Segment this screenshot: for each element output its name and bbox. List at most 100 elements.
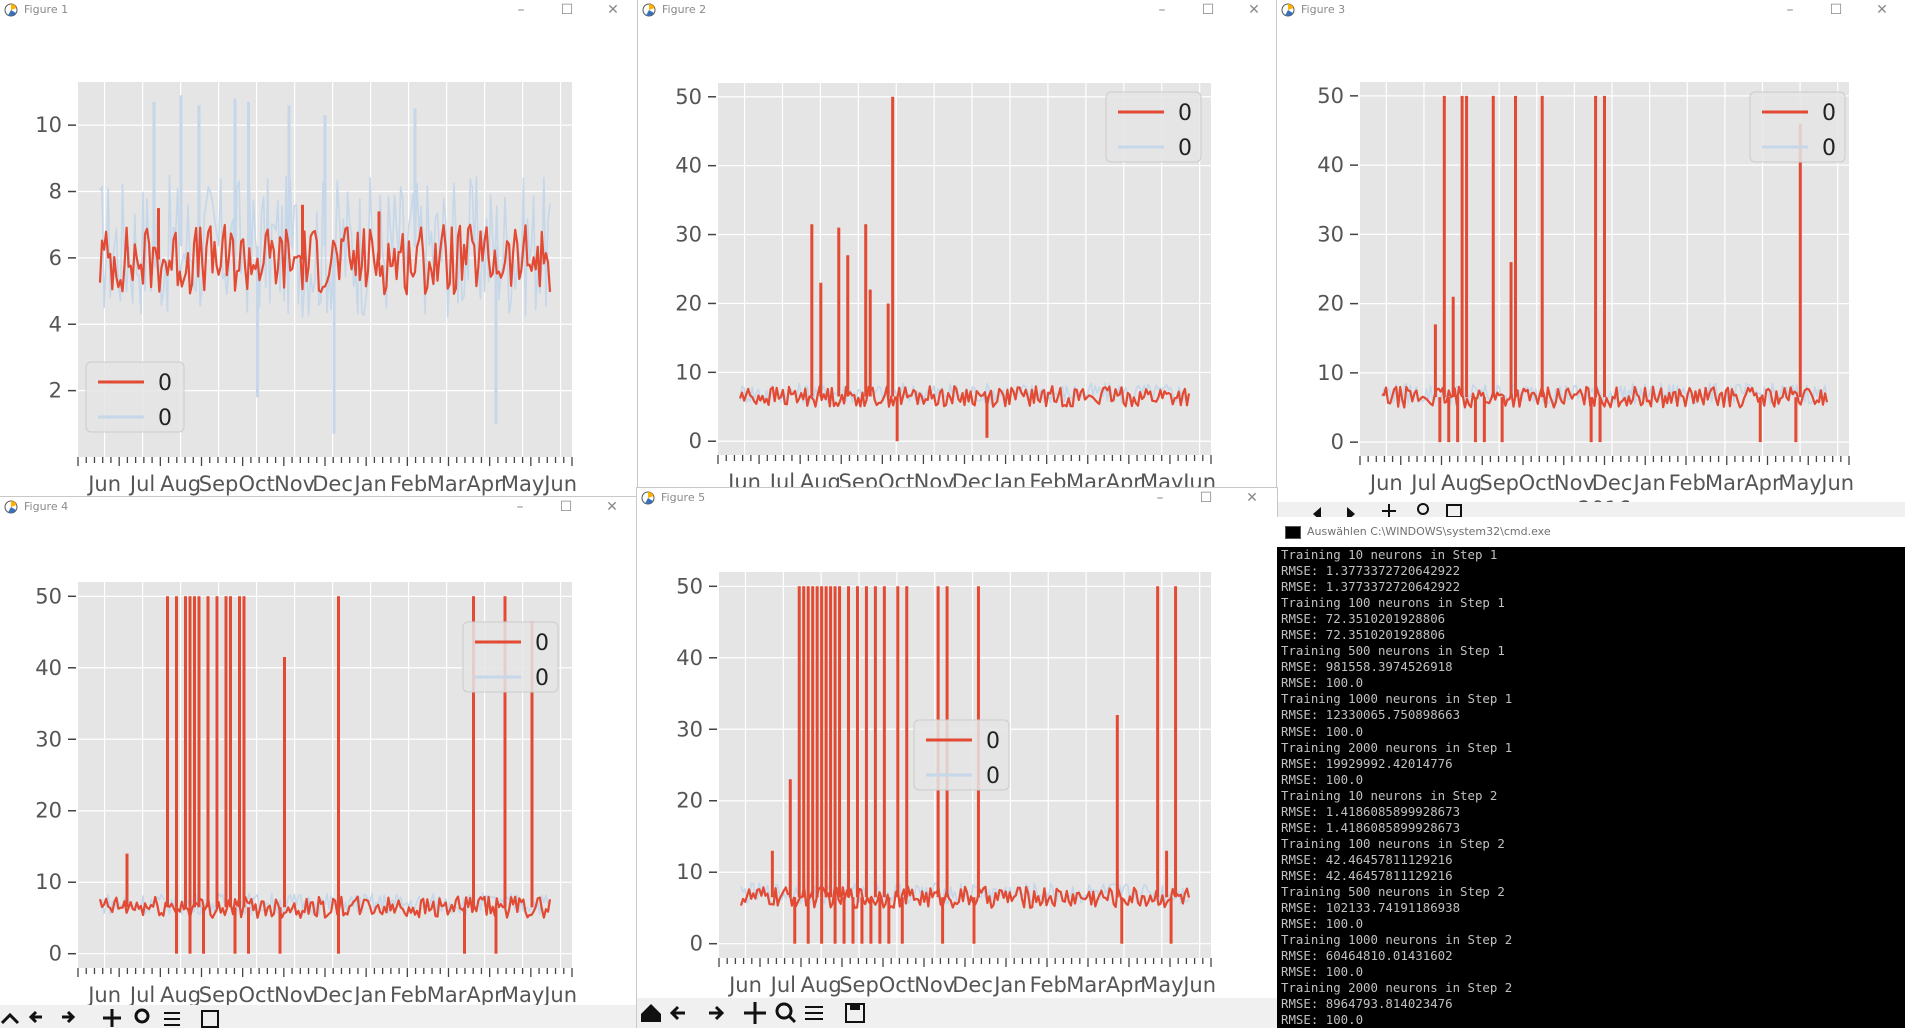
legend-box: [913, 719, 1010, 791]
y-tick-label: 2: [49, 379, 62, 403]
x-tick-label: Sep: [199, 472, 239, 496]
minimize-button[interactable]: –: [1158, 2, 1166, 18]
figure-3-toolbar: [1277, 502, 1905, 517]
cmd-line: Training 2000 neurons in Step 1: [1281, 739, 1513, 755]
figure-window-4: Figure 4 – ☐ ✕ 0 10 20 30 40 50 Jun Jul Aug Sep Oc…: [0, 497, 637, 1028]
close-button[interactable]: ✕: [1246, 490, 1258, 506]
x-tick-label: Jun: [1819, 471, 1854, 495]
title-bar[interactable]: Figure 2 – ☐ ✕: [638, 0, 1277, 22]
x-tick-label: Feb: [390, 472, 427, 496]
toolbar-icons[interactable]: [0, 1005, 240, 1028]
maximize-button[interactable]: ☐: [559, 499, 573, 515]
y-tick-label: 10: [1317, 361, 1344, 385]
x-tick-label: Dec: [312, 472, 353, 496]
x-tick-label: Jul: [128, 472, 155, 496]
maximize-button[interactable]: ☐: [1829, 2, 1843, 18]
cmd-line: RMSE: 19929992.42014776: [1281, 755, 1453, 771]
x-tick-label: Jun: [86, 472, 121, 496]
figure-window-1: Figure 1 – ☐ ✕ 2 4 6 8 10 Jun Jul Aug Sep Oct Nov D…: [0, 0, 638, 497]
x-tick-label: Oct: [1519, 471, 1555, 495]
toolbar-icons[interactable]: [637, 998, 877, 1028]
minimize-button[interactable]: –: [1786, 2, 1794, 18]
cmd-line: Training 10 neurons in Step 1: [1281, 547, 1498, 562]
x-tick-label: Apr: [466, 472, 503, 496]
close-button[interactable]: ✕: [607, 2, 619, 18]
series-line: [740, 882, 1190, 905]
x-tick-label: Jan: [352, 472, 386, 496]
title-bar[interactable]: Figure 1 – ☐ ✕: [0, 0, 638, 22]
x-tick-label: Jun: [86, 983, 121, 1005]
close-button[interactable]: ✕: [1876, 2, 1888, 18]
x-tick-label: Aug: [160, 983, 201, 1005]
cmd-title-bar[interactable]: Auswählen C:\WINDOWS\system32\cmd.exe: [1277, 517, 1905, 547]
x-tick-label: Dec: [312, 983, 353, 1005]
matplotlib-icon: [641, 491, 655, 505]
figure-window-2: Figure 2 – ☐ ✕ 0 10 20 30 40 50 Jun Jul Aug Sep Oc…: [638, 0, 1277, 497]
x-tick-label: Nov: [274, 983, 315, 1005]
cmd-line: RMSE: 100.0: [1281, 675, 1364, 691]
x-tick-label: Sep: [199, 983, 239, 1005]
y-tick-label: 30: [35, 727, 62, 751]
y-tick-label: 0: [1331, 430, 1344, 454]
x-tick-label: Jun: [542, 472, 577, 496]
figure-window-3: Figure 3 – ☐ ✕ 0 10 20 30 40 50 Jun Jul Aug Sep Oc…: [1277, 0, 1905, 502]
maximize-button[interactable]: ☐: [1199, 490, 1213, 506]
minimize-button[interactable]: –: [517, 2, 525, 18]
series-line: [739, 885, 1191, 909]
matplotlib-icon: [4, 500, 18, 514]
figure-window-5: Figure 5 – ☐ ✕ 0 10 20 30 40 50 Jun Jul Aug Sep Oc…: [637, 488, 1277, 1028]
x-tick-label: May: [1778, 471, 1821, 495]
x-tick-label: Jan: [992, 973, 1026, 997]
y-tick-label: 30: [676, 717, 703, 741]
close-button[interactable]: ✕: [1248, 2, 1260, 18]
x-tick-label: May: [501, 472, 544, 496]
cmd-line: Training 10 neurons in Step 2: [1281, 787, 1498, 803]
y-tick-label: 20: [676, 789, 703, 813]
close-button[interactable]: ✕: [606, 499, 618, 515]
y-tick-label: 10: [35, 870, 62, 894]
x-tick-label: Jun: [1368, 471, 1403, 495]
legend-label: 0: [1822, 101, 1836, 126]
cmd-line: RMSE: 72.3510201928806: [1281, 611, 1446, 627]
cmd-line: RMSE: 100.0: [1281, 916, 1364, 932]
toolbar-icons[interactable]: [1277, 502, 1905, 517]
maximize-button[interactable]: ☐: [1201, 2, 1215, 18]
cmd-line: RMSE: 12330065.750898663: [1281, 707, 1461, 723]
y-tick-label: 6: [49, 246, 62, 270]
y-tick-label: 0: [689, 429, 702, 453]
cmd-output[interactable]: Training 10 neurons in Step 1 RMSE: 1.377…: [1281, 547, 1901, 1028]
x-tick-label: Aug: [160, 472, 201, 496]
y-tick-label: 20: [675, 291, 702, 315]
window-title: Figure 4: [24, 500, 69, 513]
y-tick-label: 30: [1317, 222, 1344, 246]
legend-box: [462, 621, 559, 693]
x-tick-label: Jun: [727, 973, 762, 997]
minimize-button[interactable]: –: [1156, 490, 1164, 506]
cmd-line: RMSE: 60464810.01431602: [1281, 948, 1453, 964]
series-line: [98, 223, 552, 296]
y-tick-label: 10: [35, 113, 62, 137]
y-tick-label: 30: [675, 223, 702, 247]
cmd-line: RMSE: 100.0: [1281, 771, 1364, 787]
y-tick-label: 50: [676, 574, 703, 598]
x-tick-label: Jan: [1631, 471, 1665, 495]
y-tick-label: 40: [676, 646, 703, 670]
y-tick-label: 10: [676, 860, 703, 884]
title-bar[interactable]: Figure 5 – ☐ ✕: [637, 488, 1277, 510]
title-bar[interactable]: Figure 3 – ☐ ✕: [1277, 0, 1905, 22]
x-tick-label: Jun: [542, 983, 577, 1005]
x-tick-label: Apr: [466, 983, 503, 1005]
cmd-line: RMSE: 100.0: [1281, 964, 1364, 980]
title-bar[interactable]: Figure 4 – ☐ ✕: [0, 497, 637, 519]
maximize-button[interactable]: ☐: [560, 2, 574, 18]
cmd-line: Training 500 neurons in Step 2: [1281, 883, 1505, 899]
series-line: [738, 385, 1191, 408]
x-tick-label: Oct: [238, 472, 274, 496]
legend-label: 0: [986, 729, 1000, 754]
minimize-button[interactable]: –: [516, 499, 524, 515]
